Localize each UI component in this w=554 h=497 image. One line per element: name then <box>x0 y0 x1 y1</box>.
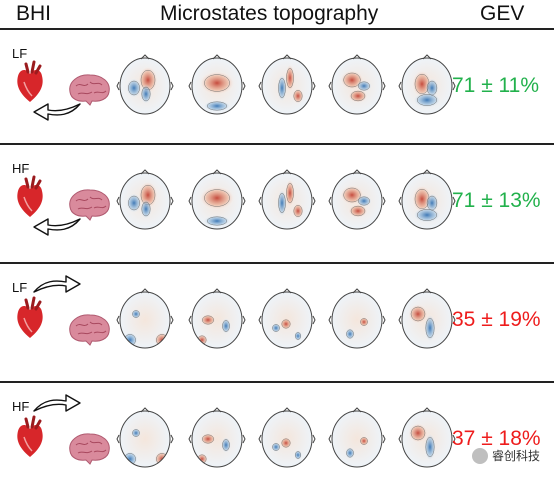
header-topography: Microstates topography <box>160 2 379 25</box>
brain-icon <box>69 74 110 106</box>
topography-map <box>258 407 316 468</box>
topography-map <box>258 288 316 349</box>
heart-icon <box>17 415 43 457</box>
topography-map <box>188 169 246 230</box>
topography-map <box>116 407 174 468</box>
band-label: LF <box>12 46 28 61</box>
microstate-row: HF 37 ± 18% <box>0 387 554 497</box>
gev-value: 35 ± 19% <box>452 308 541 331</box>
header-gev: GEV <box>480 2 525 25</box>
topography-map <box>116 169 174 230</box>
topography-map <box>398 407 456 468</box>
microstate-row: LF 71 ± 11% <box>0 34 554 144</box>
divider <box>0 262 554 264</box>
arrow-icon <box>33 103 81 121</box>
band-label: HF <box>12 161 30 176</box>
watermark: 睿创科技 <box>471 447 540 464</box>
wechat-icon <box>471 447 488 464</box>
watermark-text: 睿创科技 <box>491 449 540 463</box>
topography-map <box>116 288 174 349</box>
microstate-row: LF 35 ± 19% <box>0 268 554 378</box>
heart-icon <box>17 296 43 338</box>
heart-icon <box>17 60 43 102</box>
header-bhi: BHI <box>16 2 52 25</box>
gev-value: 71 ± 13% <box>452 189 541 212</box>
arrow-icon <box>33 394 81 412</box>
topography-map <box>188 288 246 349</box>
topography-map <box>116 54 174 115</box>
topography-map <box>258 54 316 115</box>
topography-map <box>328 54 386 115</box>
topography-map <box>328 288 386 349</box>
divider <box>0 143 554 145</box>
topography-map <box>328 169 386 230</box>
divider <box>0 381 554 383</box>
brain-icon <box>69 433 110 465</box>
divider <box>0 28 554 30</box>
topography-map <box>398 54 456 115</box>
brain-icon <box>69 189 110 221</box>
topography-map <box>328 407 386 468</box>
band-label: LF <box>12 280 28 295</box>
microstate-row: HF 71 ± 13% <box>0 149 554 259</box>
heart-icon <box>17 175 43 217</box>
brain-icon <box>69 314 110 346</box>
topography-map <box>188 54 246 115</box>
band-label: HF <box>12 399 30 414</box>
arrow-icon <box>33 218 81 236</box>
topography-map <box>398 169 456 230</box>
gev-value: 37 ± 18% <box>452 427 541 450</box>
gev-value: 71 ± 11% <box>452 74 540 97</box>
topography-map <box>188 407 246 468</box>
arrow-icon <box>33 275 81 293</box>
topography-map <box>258 169 316 230</box>
topography-map <box>398 288 456 349</box>
